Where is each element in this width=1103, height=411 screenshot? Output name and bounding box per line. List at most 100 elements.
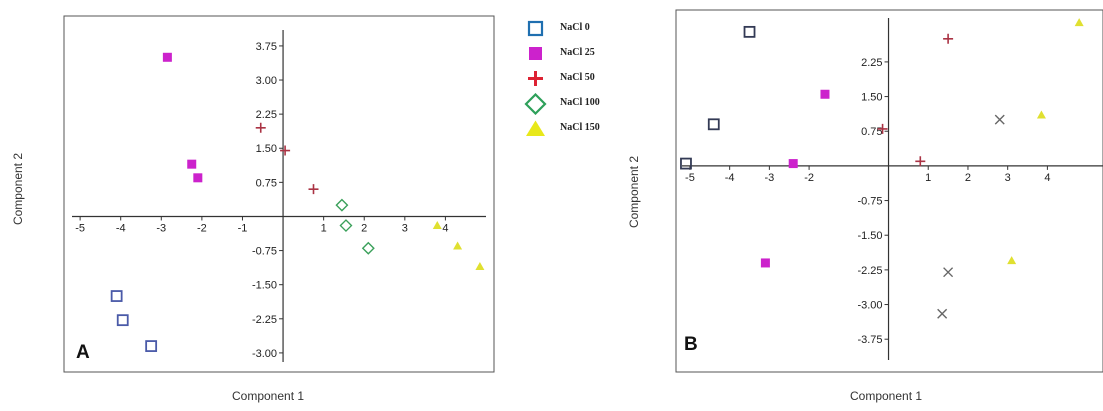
x-tick-label: -5	[685, 172, 695, 184]
point-shape	[1007, 256, 1017, 265]
data-point	[110, 290, 123, 302]
panel-b-xlabel: Component 1	[850, 389, 923, 403]
x-tick-label: -1	[238, 222, 248, 234]
plus-icon	[528, 71, 543, 86]
point-shape	[116, 314, 129, 327]
legend-item: NaCl 0	[524, 18, 644, 43]
legend-item: NaCl 25	[524, 43, 644, 68]
x-tick-label: 2	[361, 222, 367, 234]
point-shape	[193, 173, 203, 183]
data-point	[915, 156, 926, 167]
x-tick-label: 3	[1005, 172, 1011, 184]
plot-frame	[63, 15, 495, 373]
data-point	[308, 184, 319, 195]
panel-a: -5 -4 -3 -2 -1 1 2 3 4 3.75 3.00 2.25 1.50 0.75 -0.75 -…	[0, 0, 500, 406]
y-tick-label: -1.50	[252, 280, 277, 292]
y-tick-label: 1.50	[861, 92, 882, 104]
point-shape	[877, 123, 888, 134]
x-tick-label: -4	[725, 172, 735, 184]
y-tick-label: -0.75	[252, 246, 277, 258]
data-point	[116, 314, 129, 327]
point-shape	[743, 25, 756, 38]
x-tick-label: -2	[197, 222, 207, 234]
chart-b: -5 -4 -3 -2 1 2 3 4 2.25 1.50 0.75 -0.75 -1.50 -2.25 -…	[675, 9, 1103, 373]
y-tick-label: -1.50	[857, 230, 882, 242]
x-tick-label: 1	[925, 172, 931, 184]
point-shape	[339, 219, 353, 233]
y-tick-label: -0.75	[857, 196, 882, 208]
data-point	[339, 219, 353, 233]
legend: NaCl 0 NaCl 25 NaCl 50 NaCl 100 NaCl 150	[524, 18, 644, 143]
chart-a: -5 -4 -3 -2 -1 1 2 3 4 3.75 3.00 2.25 1.50 0.75 -0.75 -…	[63, 15, 495, 373]
data-point	[788, 159, 798, 169]
data-point	[187, 159, 197, 169]
legend-item: NaCl 50	[524, 68, 644, 93]
data-point	[453, 241, 463, 250]
data-point	[943, 33, 954, 44]
panel-b-ylabel: Component 2	[627, 155, 641, 229]
point-shape	[1036, 110, 1046, 119]
y-tick-label: 3.75	[256, 41, 277, 53]
point-shape	[788, 159, 798, 169]
y-tick-label: 0.75	[256, 177, 277, 189]
y-tick-label: 1.50	[256, 143, 277, 155]
point-shape	[453, 241, 463, 250]
x-tick-label: 3	[402, 222, 408, 234]
point-shape	[820, 89, 830, 99]
y-tick-label: -2.25	[857, 265, 882, 277]
y-tick-label: 2.25	[861, 57, 882, 69]
data-point	[145, 340, 158, 352]
x-tick-label: -5	[75, 222, 85, 234]
data-point	[994, 114, 1005, 125]
data-point	[943, 267, 954, 278]
x-tick-label: 1	[321, 222, 327, 234]
point-shape	[994, 114, 1005, 125]
point-shape	[760, 258, 770, 268]
data-point	[162, 52, 172, 62]
x-tick-label: 2	[965, 172, 971, 184]
point-shape	[361, 241, 375, 255]
y-tick-label: -3.75	[857, 334, 882, 346]
x-tick-label: -3	[764, 172, 774, 184]
point-shape	[308, 184, 319, 195]
square-open-icon	[527, 20, 544, 37]
point-shape	[110, 290, 123, 302]
point-shape	[432, 221, 442, 230]
y-tick-label: 0.75	[861, 126, 882, 138]
point-shape	[475, 261, 485, 270]
data-point	[1007, 256, 1017, 265]
square-filled-icon	[529, 47, 542, 60]
legend-label: NaCl 25	[560, 47, 595, 58]
point-shape	[145, 340, 158, 352]
x-tick-label: 4	[442, 222, 448, 234]
data-point	[707, 118, 720, 131]
y-tick-label: -3.00	[252, 348, 277, 360]
data-point	[680, 157, 692, 170]
point-shape	[915, 156, 926, 167]
legend-label: NaCl 50	[560, 72, 595, 83]
point-shape	[162, 52, 172, 62]
point-shape	[187, 159, 197, 169]
x-tick-label: -4	[116, 222, 126, 234]
y-tick-label: -3.00	[857, 300, 882, 312]
point-shape	[943, 267, 954, 278]
data-point	[877, 123, 888, 134]
diamond-open-icon	[524, 93, 547, 115]
panel-b: -5 -4 -3 -2 1 2 3 4 2.25 1.50 0.75 -0.75 -1.50 -2.25 -…	[620, 0, 1103, 406]
point-shape	[707, 118, 720, 131]
data-point	[432, 221, 442, 230]
data-point	[743, 25, 756, 38]
data-point	[255, 122, 266, 133]
data-point	[475, 261, 485, 270]
x-tick-label: 4	[1044, 172, 1050, 184]
point-shape	[1074, 18, 1084, 27]
point-shape	[680, 157, 692, 170]
panel-label: B	[684, 334, 698, 355]
point-shape	[255, 122, 266, 133]
panel-a-xlabel: Component 1	[232, 389, 305, 403]
legend-item: NaCl 150	[524, 118, 644, 143]
legend-label: NaCl 100	[560, 97, 600, 108]
data-point	[820, 89, 830, 99]
data-point	[760, 258, 770, 268]
y-tick-label: -2.25	[252, 314, 277, 326]
